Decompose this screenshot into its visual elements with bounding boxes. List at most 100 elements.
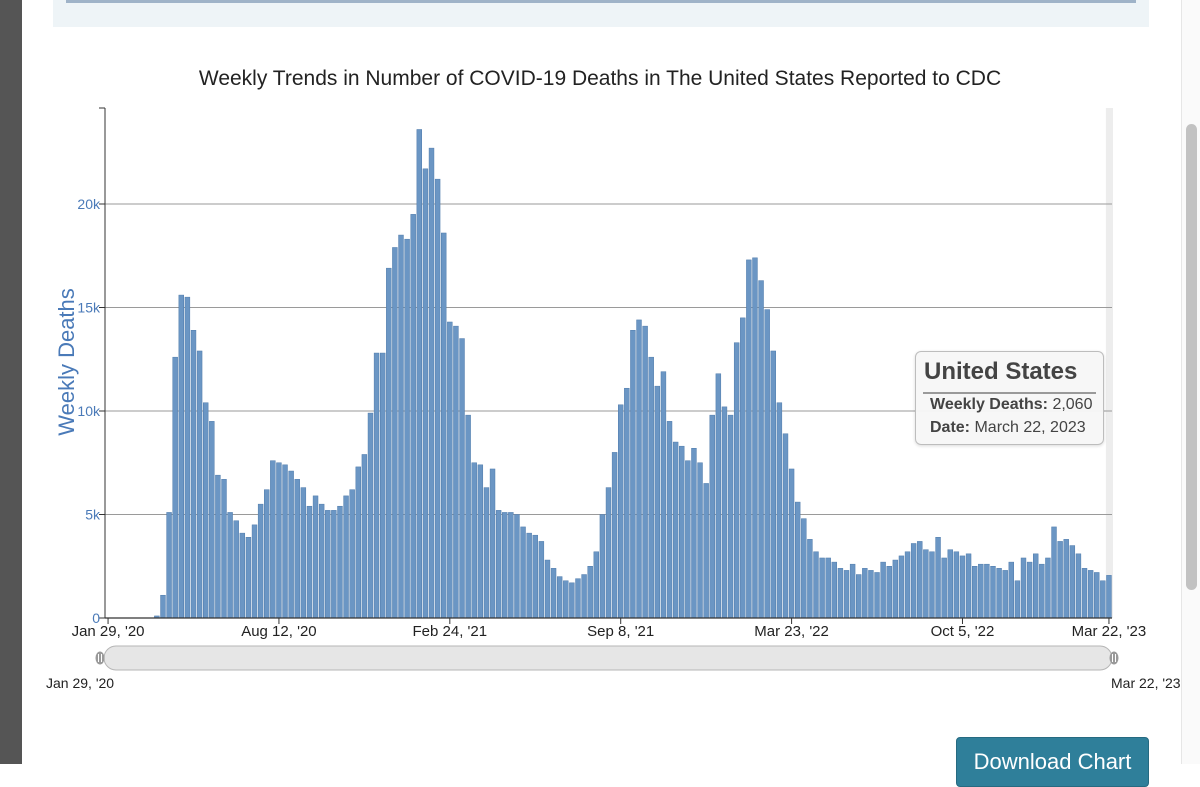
bar[interactable] [379,352,386,619]
bar[interactable] [556,576,563,619]
bar[interactable] [392,247,398,619]
bar[interactable] [648,356,654,619]
bar[interactable] [300,487,307,619]
bar[interactable] [1094,572,1100,619]
bar[interactable] [849,563,856,619]
bar[interactable] [575,578,581,619]
page-scrollbar[interactable] [1181,0,1200,764]
bar[interactable] [422,168,429,619]
bar[interactable] [1063,539,1069,619]
bar[interactable] [355,466,361,619]
bar[interactable] [282,464,288,619]
bar[interactable] [465,414,471,619]
bar[interactable] [788,468,795,619]
bar[interactable] [1020,557,1027,619]
bar[interactable] [544,559,551,619]
bar[interactable] [270,460,276,619]
bar[interactable] [581,574,587,619]
bar[interactable] [782,433,789,619]
download-chart-button[interactable]: Download Chart [956,737,1149,787]
bar[interactable] [685,460,691,619]
bar[interactable] [257,503,264,619]
bar[interactable] [1106,575,1112,619]
bar[interactable] [965,553,972,619]
bar[interactable] [642,325,648,619]
bar[interactable] [886,566,892,619]
bar[interactable] [459,338,465,619]
navigator-bar[interactable] [103,645,1113,671]
bar[interactable] [398,234,404,619]
bar[interactable] [837,568,844,619]
bar[interactable] [483,487,490,619]
bar[interactable] [611,452,618,619]
bar[interactable] [251,524,258,619]
bar[interactable] [898,555,905,619]
bar[interactable] [776,402,783,619]
bar[interactable] [917,541,923,619]
bar[interactable] [288,470,294,619]
bar[interactable] [410,214,416,619]
bar[interactable] [563,580,569,619]
navigator-right-handle[interactable] [1109,651,1119,665]
bar[interactable] [923,549,929,619]
bar[interactable] [1075,553,1082,619]
bar[interactable] [526,532,532,619]
bar[interactable] [1045,557,1051,619]
bar[interactable] [184,296,191,619]
bar[interactable] [721,406,728,619]
bar[interactable] [190,330,197,619]
bar[interactable] [495,510,502,619]
bar[interactable] [813,551,819,619]
bar[interactable] [233,520,239,619]
bar[interactable] [715,373,722,619]
bar[interactable] [1026,561,1033,619]
bar[interactable] [508,512,514,619]
bar[interactable] [489,468,496,619]
bar[interactable] [227,512,233,619]
bar[interactable] [434,178,441,619]
bar[interactable] [386,267,392,619]
bar[interactable] [660,371,667,619]
bar[interactable] [514,514,520,619]
bar[interactable] [679,445,685,619]
bar[interactable] [441,232,447,619]
bar[interactable] [758,280,764,619]
bar[interactable] [593,551,599,619]
bar[interactable] [264,489,270,619]
bar[interactable] [630,330,636,619]
bar[interactable] [746,259,752,619]
bar[interactable] [624,387,630,619]
bar[interactable] [587,566,593,619]
bar[interactable] [1039,563,1045,619]
bar[interactable] [752,257,758,619]
bar[interactable] [477,464,484,619]
bar[interactable] [666,421,673,619]
bar[interactable] [605,487,612,619]
bar[interactable] [166,512,172,619]
bar[interactable] [172,356,178,619]
bar[interactable] [361,454,368,619]
bar[interactable] [880,561,886,619]
bar[interactable] [843,570,850,619]
bar[interactable] [569,582,575,619]
bar[interactable] [239,532,246,619]
bar[interactable] [373,352,380,619]
bar[interactable] [996,568,1002,619]
bar[interactable] [831,561,838,619]
bar[interactable] [294,479,300,619]
bar[interactable] [318,503,325,619]
bar[interactable] [1081,568,1088,619]
bar[interactable] [203,402,209,619]
bar[interactable] [502,512,508,619]
bar[interactable] [868,570,874,619]
bar[interactable] [471,462,477,619]
scrollbar-thumb[interactable] [1186,124,1197,590]
navigator-left-handle[interactable] [95,651,105,665]
bar[interactable] [215,474,221,619]
bar[interactable] [636,319,642,619]
bar[interactable] [874,572,880,619]
bar[interactable] [538,541,545,619]
bar[interactable] [447,321,453,619]
bar[interactable] [276,462,282,619]
bar[interactable] [428,147,435,619]
